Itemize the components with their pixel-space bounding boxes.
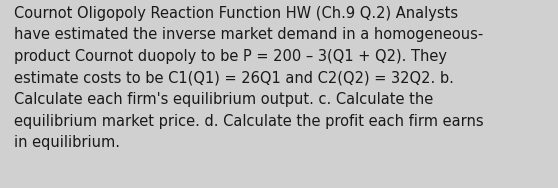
Text: Cournot Oligopoly Reaction Function HW (Ch.9 Q.2) Analysts
have estimated the in: Cournot Oligopoly Reaction Function HW (… <box>14 6 484 150</box>
